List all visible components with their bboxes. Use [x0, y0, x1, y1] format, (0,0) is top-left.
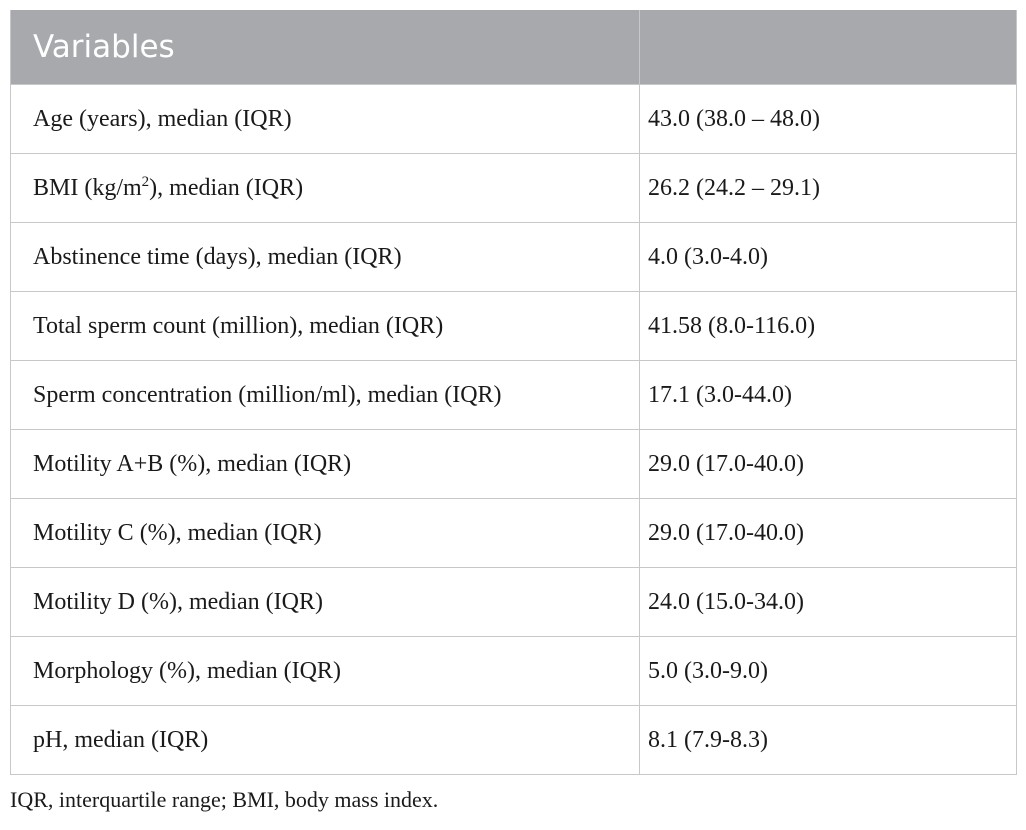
- row-label: Total sperm count (million), median (IQR…: [10, 291, 640, 361]
- header-value: [639, 10, 1017, 85]
- table-row: Motility A+B (%), median (IQR) 29.0 (17.…: [10, 429, 1017, 499]
- table-row: Sperm concentration (million/ml), median…: [10, 360, 1017, 430]
- table-footnote: IQR, interquartile range; BMI, body mass…: [10, 787, 439, 812]
- row-value: 8.1 (7.9-8.3): [639, 705, 1017, 775]
- table-row: Age (years), median (IQR) 43.0 (38.0 – 4…: [10, 84, 1017, 154]
- row-label: BMI (kg/m2), median (IQR): [10, 153, 640, 223]
- table-row: Morphology (%), median (IQR) 5.0 (3.0-9.…: [10, 636, 1017, 706]
- row-label: Motility C (%), median (IQR): [10, 498, 640, 568]
- row-value: 4.0 (3.0-4.0): [639, 222, 1017, 292]
- table-row: pH, median (IQR) 8.1 (7.9-8.3): [10, 705, 1017, 775]
- row-value: 41.58 (8.0-116.0): [639, 291, 1017, 361]
- row-label: Sperm concentration (million/ml), median…: [10, 360, 640, 430]
- row-value: 29.0 (17.0-40.0): [639, 429, 1017, 499]
- row-label: Morphology (%), median (IQR): [10, 636, 640, 706]
- row-value: 26.2 (24.2 – 29.1): [639, 153, 1017, 223]
- data-table-container: Variables Age (years), median (IQR) 43.0…: [10, 10, 1017, 775]
- row-label: pH, median (IQR): [10, 705, 640, 775]
- table-row: Motility C (%), median (IQR) 29.0 (17.0-…: [10, 498, 1017, 568]
- row-label: Abstinence time (days), median (IQR): [10, 222, 640, 292]
- row-label-text: BMI (kg/m: [33, 174, 142, 201]
- row-value: 29.0 (17.0-40.0): [639, 498, 1017, 568]
- header-row: Variables: [10, 10, 1017, 85]
- table-row: BMI (kg/m2), median (IQR) 26.2 (24.2 – 2…: [10, 153, 1017, 223]
- row-label: Motility D (%), median (IQR): [10, 567, 640, 637]
- row-label: Motility A+B (%), median (IQR): [10, 429, 640, 499]
- row-value: 43.0 (38.0 – 48.0): [639, 84, 1017, 154]
- row-label: Age (years), median (IQR): [10, 84, 640, 154]
- header-variables: Variables: [10, 10, 640, 85]
- row-value: 17.1 (3.0-44.0): [639, 360, 1017, 430]
- table-row: Total sperm count (million), median (IQR…: [10, 291, 1017, 361]
- row-value: 24.0 (15.0-34.0): [639, 567, 1017, 637]
- variables-table: Variables Age (years), median (IQR) 43.0…: [10, 10, 1017, 775]
- row-label-text: ), median (IQR): [149, 174, 304, 201]
- table-row: Motility D (%), median (IQR) 24.0 (15.0-…: [10, 567, 1017, 637]
- table-row: Abstinence time (days), median (IQR) 4.0…: [10, 222, 1017, 292]
- row-value: 5.0 (3.0-9.0): [639, 636, 1017, 706]
- row-label-superscript: 2: [141, 173, 150, 190]
